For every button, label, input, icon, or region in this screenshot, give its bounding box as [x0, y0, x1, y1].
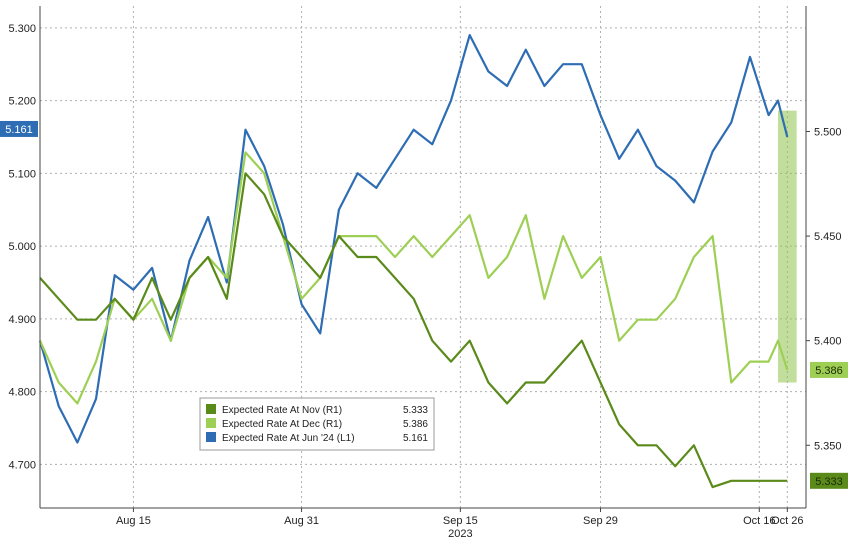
right-tick-label: 5.500: [814, 127, 842, 139]
value-badge: 5.386: [810, 361, 848, 378]
x-tick-label: Oct 16: [743, 515, 775, 527]
right-tick-label: 5.350: [814, 440, 842, 452]
right-tick-label: 5.450: [814, 231, 842, 243]
value-badge: 5.333: [810, 472, 848, 489]
x-tick-label: Aug 31: [284, 515, 319, 527]
chart-axes: [39, 6, 807, 509]
value-badge-text: 5.386: [815, 365, 843, 377]
chart-legend: Expected Rate At Nov (R1) 5.333 Expected R…: [199, 397, 435, 451]
legend-label: Expected Rate At Nov (R1): [222, 405, 342, 416]
x-tick-label: Sep 15: [443, 515, 478, 527]
left-tick-label: 4.700: [8, 459, 36, 471]
legend-label: Expected Rate At Jun '24 (L1): [222, 433, 355, 444]
left-tick-label: 4.800: [8, 387, 36, 399]
left-tick-label: 4.900: [8, 314, 36, 326]
last-value-badges: 5.161 5.386 5.333: [0, 120, 848, 489]
left-tick-label: 5.300: [8, 23, 36, 35]
value-badge-bg: [0, 120, 38, 137]
x-year-label: 2023: [448, 528, 472, 539]
left-axis-ticks: 4.700 4.800 4.900 5.000 5.100 5.200 5.300: [8, 23, 36, 472]
value-badge: 5.161: [0, 120, 38, 137]
legend-label: Expected Rate At Dec (R1): [222, 419, 342, 430]
value-badge-text: 5.161: [5, 124, 33, 136]
x-tick-label: Sep 29: [583, 515, 618, 527]
highlight-band: [777, 110, 797, 383]
series-line-1: [38, 151, 789, 405]
right-axis-ticks: 5.350 5.400 5.450 5.500: [806, 127, 842, 452]
series-line-2: [39, 172, 788, 489]
right-tick-label: 5.400: [814, 336, 842, 348]
value-badge-text: 5.333: [815, 476, 843, 488]
x-tick-label: Aug 15: [116, 515, 151, 527]
legend-box: [199, 397, 435, 451]
legend-swatch: [206, 404, 216, 414]
legend-value: 5.386: [403, 419, 428, 430]
value-badge-bg: [810, 472, 848, 489]
legend-value: 5.161: [403, 433, 428, 444]
x-tick-label: Oct 26: [771, 515, 803, 527]
series-line-0: [38, 33, 789, 444]
legend-swatch: [206, 418, 216, 428]
left-tick-label: 5.200: [8, 96, 36, 108]
highlight-band-rect: [777, 110, 797, 383]
left-tick-label: 5.100: [8, 168, 36, 180]
legend-value: 5.333: [403, 405, 428, 416]
legend-swatch: [206, 432, 216, 442]
series-lines: [38, 33, 789, 489]
value-badge-bg: [810, 361, 848, 378]
left-tick-label: 5.000: [8, 241, 36, 253]
